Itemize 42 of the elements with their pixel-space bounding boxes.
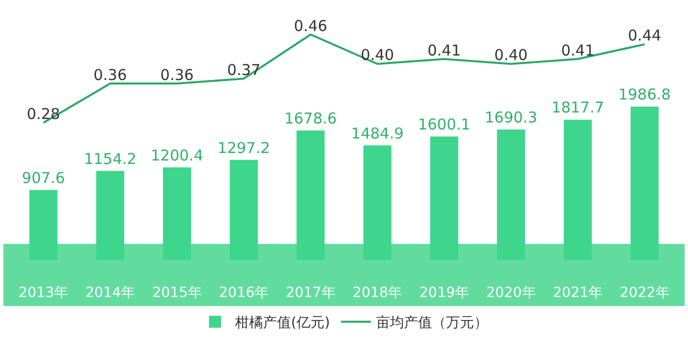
bar bbox=[96, 170, 124, 260]
bar bbox=[162, 167, 192, 260]
data-label: 0.41 bbox=[427, 41, 461, 60]
data-label: 0.36 bbox=[93, 66, 127, 84]
bar bbox=[564, 120, 592, 260]
data-label: 0.40 bbox=[360, 46, 394, 64]
data-label: 1678.6 bbox=[284, 109, 337, 128]
bar bbox=[363, 145, 392, 260]
legend-label: 柑橘产值(亿元) bbox=[234, 315, 330, 332]
data-label: 0.41 bbox=[561, 41, 595, 60]
x-tick-label: 2018年 bbox=[352, 285, 402, 301]
x-tick-label: 2020年 bbox=[486, 285, 536, 301]
data-label: 1200.4 bbox=[150, 146, 204, 164]
data-label: 0.37 bbox=[227, 60, 261, 79]
x-tick-label: 2019年 bbox=[419, 285, 470, 301]
x-tick-label: 2016年 bbox=[218, 285, 269, 301]
data-label: 1817.7 bbox=[552, 98, 604, 117]
x-tick-label: 2013年 bbox=[18, 285, 68, 301]
data-label: 0.44 bbox=[628, 26, 662, 45]
x-tick-label: 2014年 bbox=[85, 285, 136, 301]
legend-label: 亩均产值（万元） bbox=[376, 315, 488, 332]
data-label: 0.36 bbox=[160, 66, 194, 84]
data-label: 0.28 bbox=[26, 105, 60, 123]
bar bbox=[630, 106, 659, 260]
data-label: 0.40 bbox=[494, 46, 528, 64]
data-label: 0.46 bbox=[294, 16, 328, 35]
data-label: 1600.1 bbox=[418, 116, 470, 134]
bar bbox=[430, 136, 458, 260]
data-label: 1154.2 bbox=[84, 150, 136, 168]
bar bbox=[230, 160, 258, 260]
data-label: 1297.2 bbox=[218, 138, 270, 157]
data-label: 907.6 bbox=[22, 168, 65, 187]
data-label: 1986.8 bbox=[618, 86, 671, 104]
data-label: 1484.9 bbox=[351, 124, 404, 142]
x-tick-label: 2022年 bbox=[620, 285, 670, 301]
x-tick-label: 2015年 bbox=[152, 285, 202, 301]
bar bbox=[296, 130, 325, 260]
data-label: 1690.3 bbox=[484, 108, 538, 127]
bar bbox=[496, 130, 526, 260]
bar bbox=[29, 190, 58, 260]
x-tick-label: 2021年 bbox=[552, 285, 603, 301]
x-tick-label: 2017年 bbox=[286, 285, 336, 301]
